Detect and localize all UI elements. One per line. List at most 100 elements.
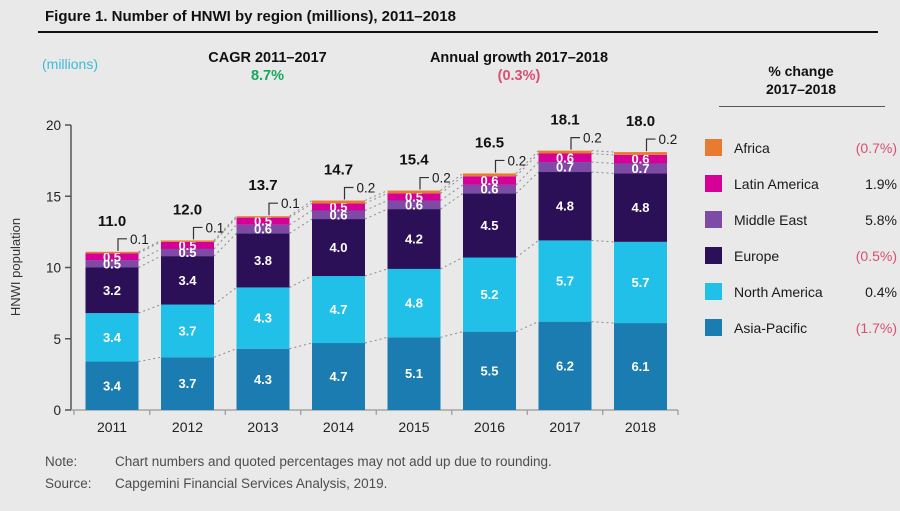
- y-tick-label: 20: [46, 118, 61, 133]
- africa-callout-line: [570, 137, 580, 150]
- segment-value-label: 6.2: [556, 358, 574, 373]
- bar-segment-2017-africa: [538, 150, 592, 154]
- bar-segment-2011-latin-america: [85, 253, 139, 261]
- segment-value-label: 5.5: [480, 363, 498, 378]
- bar-total-label: 15.4: [399, 152, 429, 169]
- y-axis-title: HNWI population: [8, 218, 23, 316]
- africa-value-label: 0.2: [508, 153, 527, 168]
- connector-line: [213, 215, 237, 241]
- connector-line: [138, 304, 162, 314]
- x-tick-label: 2011: [97, 419, 127, 435]
- connector-line: [289, 210, 313, 226]
- bar-segment-2014-asia-pacific: [312, 343, 365, 410]
- bar-segment-2015-north-america: [387, 268, 441, 338]
- y-tick-label: 5: [53, 332, 61, 347]
- africa-value-label: 0.2: [659, 132, 678, 147]
- bar-segment-2011-europe: [85, 267, 139, 314]
- connector-line: [515, 321, 539, 333]
- x-tick-label: 2012: [172, 419, 203, 435]
- africa-value-label: 0.2: [432, 171, 451, 186]
- legend-divider: [719, 106, 885, 108]
- bar-total-label: 11.0: [98, 213, 126, 230]
- y-tick-label: 10: [46, 261, 61, 276]
- segment-value-label: 4.8: [405, 296, 423, 311]
- cagr-label: CAGR 2011–2017: [208, 50, 327, 66]
- bar-segment-2016-middle-east: [463, 184, 516, 194]
- segment-value-label: 4.5: [480, 218, 498, 233]
- africa-callout-line: [645, 138, 656, 152]
- segment-value-label: 4.2: [405, 232, 423, 247]
- annual-growth-label: Annual growth 2017–2018: [429, 50, 609, 66]
- segment-value-label: 4.7: [329, 369, 347, 384]
- legend-item-value: (0.5%): [855, 247, 897, 264]
- connector-line: [591, 161, 615, 164]
- connector-line: [591, 239, 615, 243]
- bar-segment-2016-asia-pacific: [463, 331, 516, 410]
- figure-title: Figure 1. Number of HNWI by region (mill…: [45, 8, 456, 25]
- connector-line: [364, 336, 388, 344]
- bar-segment-2016-europe: [463, 193, 516, 258]
- segment-value-label: 0.5: [178, 238, 196, 253]
- legend-item-label: Latin America: [734, 175, 819, 192]
- segment-value-label: 5.7: [556, 274, 574, 289]
- legend-item-value: (0.7%): [855, 139, 897, 156]
- segment-value-label: 0.6: [254, 222, 272, 237]
- connector-line: [440, 331, 464, 338]
- connector-line: [515, 171, 539, 194]
- africa-callout-line: [419, 176, 429, 190]
- legend-item-africa: Africa (0.7%): [705, 139, 897, 157]
- segment-value-label: 0.6: [556, 150, 574, 165]
- bar-segment-2013-middle-east: [236, 224, 290, 234]
- cagr-value: 8.7%: [250, 68, 285, 84]
- bar-total-label: 18.0: [626, 113, 655, 130]
- connector-line: [213, 224, 237, 250]
- bar-segment-2016-north-america: [463, 257, 516, 332]
- bar-segment-2011-africa: [85, 251, 139, 254]
- bar-segment-2014-africa: [312, 200, 365, 204]
- bar-segment-2018-asia-pacific: [614, 323, 667, 410]
- segment-value-label: 4.8: [631, 200, 649, 215]
- footnotes: Note: Chart numbers and quoted percentag…: [45, 454, 552, 498]
- africa-value-label: 0.2: [583, 131, 602, 146]
- connector-line: [364, 268, 388, 277]
- bar-segment-2016-latin-america: [463, 176, 516, 185]
- bar-total-label: 14.7: [324, 162, 353, 179]
- bar-segment-2012-north-america: [161, 304, 214, 358]
- connector-line: [591, 150, 615, 153]
- bar-segment-2018-middle-east: [614, 163, 667, 174]
- connector-line: [364, 200, 388, 211]
- connector-line: [138, 356, 162, 363]
- africa-value-label: 0.1: [206, 220, 225, 235]
- cagr-annotation: CAGR 2011–2017 8.7%: [160, 50, 375, 84]
- connector-line: [515, 161, 539, 186]
- segment-value-label: 4.3: [254, 372, 272, 387]
- bar-segment-2015-latin-america: [387, 193, 441, 201]
- asia-pacific-swatch-icon: [705, 319, 722, 337]
- annual-growth-annotation: Annual growth 2017–2018 (0.3%): [408, 50, 630, 84]
- legend-header: % change 2017–2018: [705, 62, 897, 98]
- bar-total-label: 16.5: [475, 134, 504, 151]
- note-label: Note:: [45, 454, 78, 469]
- segment-value-label: 5.2: [480, 287, 498, 302]
- annual-growth-value: (0.3%): [497, 68, 541, 84]
- bar-segment-2011-north-america: [85, 313, 139, 362]
- bar-segment-2015-middle-east: [387, 200, 441, 210]
- legend-items: Africa (0.7%) Latin America 1.9% Middle East…: [705, 139, 897, 337]
- y-tick-label: 0: [53, 403, 61, 418]
- title-divider: [38, 31, 878, 33]
- legend-item-europe: Europe (0.5%): [705, 247, 897, 265]
- connector-line: [289, 275, 313, 288]
- segment-value-label: 3.4: [178, 273, 197, 288]
- bar-segment-2018-europe: [614, 173, 667, 242]
- bar-segment-2014-north-america: [312, 276, 365, 344]
- europe-swatch-icon: [705, 247, 722, 265]
- bar-segment-2012-asia-pacific: [161, 357, 214, 410]
- africa-callout-line: [494, 159, 505, 173]
- connector-line: [364, 190, 388, 201]
- bar-segment-2017-middle-east: [538, 162, 592, 173]
- segment-value-label: 4.0: [329, 240, 347, 255]
- bar-segment-2013-latin-america: [236, 217, 290, 225]
- connector-line: [591, 171, 615, 174]
- connector-line: [138, 255, 162, 268]
